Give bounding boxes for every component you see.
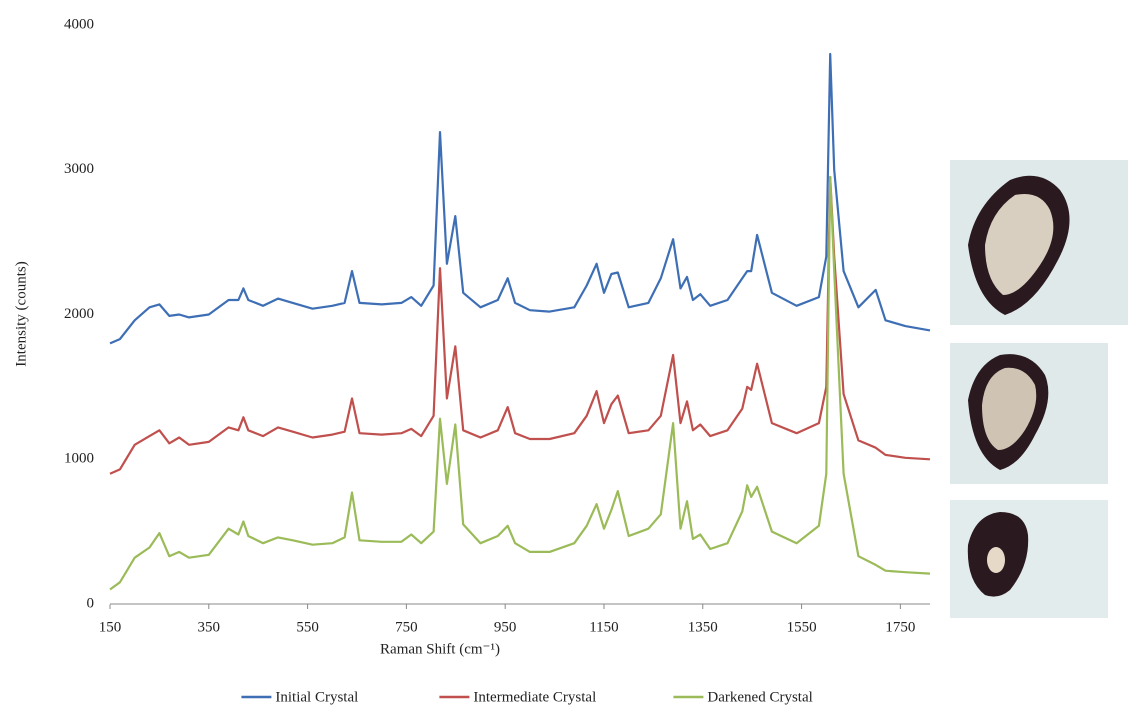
series-line (109, 52, 931, 345)
x-tick-label: 1750 (885, 619, 915, 635)
crystal-core (987, 547, 1005, 573)
legend-label: Initial Crystal (275, 689, 358, 705)
y-axis-label: Intensity (counts) (13, 261, 29, 366)
x-tick-label: 1550 (787, 619, 817, 635)
x-tick-label: 950 (494, 619, 517, 635)
legend-label: Darkened Crystal (707, 689, 812, 705)
plot-area: 150 350 550 750 950 1150 1350 1550 1750 0 1000 2000… (64, 16, 931, 635)
x-tick-label: 1350 (688, 619, 718, 635)
y-tick-label: 3000 (64, 161, 94, 177)
crystal-core (985, 194, 1054, 295)
crystal-core (982, 367, 1037, 450)
legend: Initial Crystal Intermediate Crystal Darke… (241, 689, 813, 705)
y-tick-label: 4000 (64, 16, 94, 32)
x-tick-label: 150 (99, 619, 122, 635)
y-tick-label: 2000 (64, 306, 94, 322)
series-line (109, 175, 931, 591)
legend-label: Intermediate Crystal (473, 689, 596, 705)
x-tick-label: 350 (198, 619, 221, 635)
x-axis-label: Raman Shift (cm⁻¹) (380, 641, 500, 657)
x-tick-label: 1150 (589, 619, 618, 635)
series-line (109, 175, 931, 475)
y-tick-label: 0 (87, 595, 95, 611)
y-tick-label: 1000 (64, 451, 94, 467)
crystal-images (950, 160, 1128, 618)
x-tick-label: 750 (395, 619, 418, 635)
x-tick-label: 550 (296, 619, 319, 635)
